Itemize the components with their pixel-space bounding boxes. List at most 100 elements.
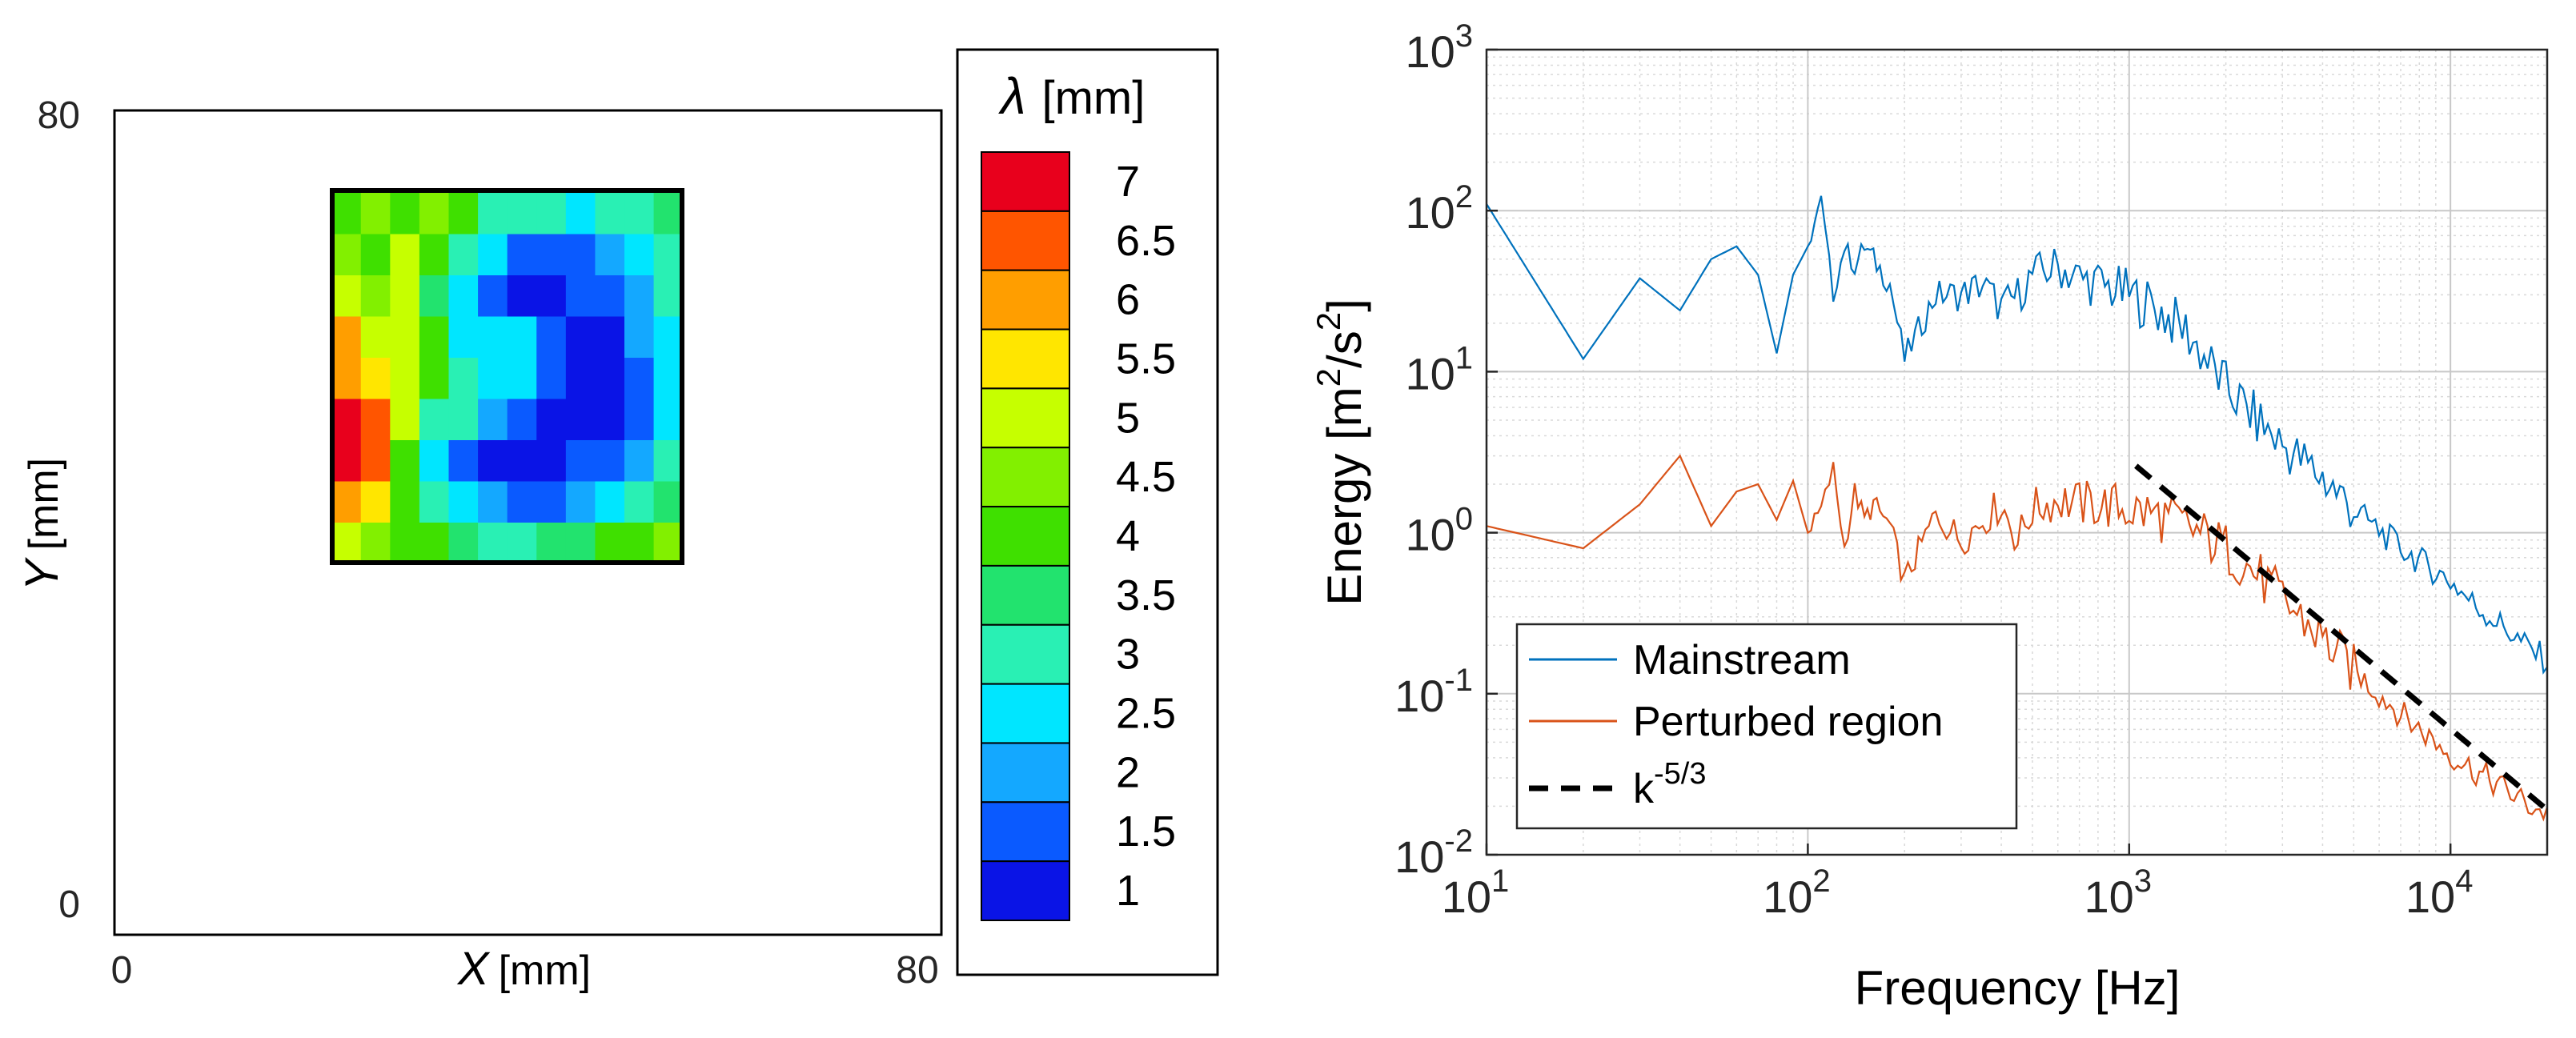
contour-cell	[331, 275, 362, 318]
contour-cell	[624, 193, 655, 235]
colorbar-symbol: λ	[998, 67, 1026, 125]
contour-cell	[478, 316, 508, 359]
colorbar-tick-label: 1.5	[1116, 808, 1176, 856]
x-tick-0: 0	[111, 949, 133, 992]
contour-cell	[478, 234, 508, 276]
contour-cell	[624, 234, 655, 276]
y-tick-label: 102	[1405, 179, 1473, 238]
legend-k-base: k	[1633, 766, 1655, 812]
ylabel-sup-2: 2	[1310, 312, 1347, 331]
contour-cell	[507, 440, 537, 483]
contour-cell	[595, 316, 625, 359]
y-tick-80: 80	[38, 94, 80, 137]
contour-cell	[448, 358, 479, 400]
contour-cell	[331, 193, 362, 235]
measurement-region-frame	[330, 188, 684, 565]
contour-cell	[565, 440, 596, 483]
contour-cell	[507, 481, 537, 523]
contour-cell	[390, 440, 420, 483]
contour-cell	[595, 193, 625, 235]
contour-cell	[595, 523, 625, 565]
contour-cell	[360, 193, 391, 235]
legend-label-k-slope: k-5/3	[1633, 757, 1706, 812]
contour-cell	[331, 440, 362, 483]
y-tick-label: 100	[1405, 502, 1473, 560]
contour-cell	[624, 523, 655, 565]
contour-cell	[360, 358, 391, 400]
contour-cell	[595, 481, 625, 523]
y-axis-unit: [mm]	[21, 458, 67, 551]
colorbar-tick-label: 2	[1116, 748, 1140, 796]
colorbar-swatch	[981, 742, 1070, 804]
legend-label-mainstream: Mainstream	[1633, 637, 1851, 683]
y-tick-label: 10-1	[1394, 663, 1473, 721]
colorbar-tick-label: 1	[1116, 867, 1140, 915]
contour-cell	[507, 275, 537, 318]
colorbar-tick-label: 5	[1116, 394, 1140, 442]
x-tick-label: 101	[1442, 864, 1510, 922]
contour-cell	[507, 523, 537, 565]
contour-cell	[507, 399, 537, 441]
contour-cell	[624, 316, 655, 359]
contour-cell	[536, 193, 567, 235]
contour-cell	[595, 358, 625, 400]
contour-cell	[331, 358, 362, 400]
contour-cell	[653, 316, 684, 359]
colorbar-title: λ [mm]	[998, 67, 1145, 125]
contour-cell	[448, 523, 479, 565]
contour-cell	[360, 399, 391, 441]
contour-cell	[478, 358, 508, 400]
contour-cell	[390, 316, 420, 359]
y-tick-label: 10-2	[1394, 824, 1473, 882]
spectrum-axes-frame	[1485, 48, 2549, 856]
contour-cell	[390, 234, 420, 276]
contour-cell	[536, 523, 567, 565]
contour-cell	[448, 275, 479, 318]
colorbar-tick-label: 4	[1116, 512, 1140, 560]
contour-cell	[536, 234, 567, 276]
contour-cell	[653, 358, 684, 400]
contour-cell	[419, 523, 450, 565]
contour-cell	[419, 440, 450, 483]
x-axis-symbol: X	[456, 943, 491, 995]
contour-cell	[419, 399, 450, 441]
contour-cell	[390, 275, 420, 318]
colorbar-swatch	[981, 328, 1070, 390]
contour-cell	[390, 399, 420, 441]
x-tick-label: 104	[2405, 864, 2474, 922]
contour-cell	[595, 399, 625, 441]
colorbar-swatches	[981, 151, 1070, 921]
contour-cell	[507, 234, 537, 276]
series-line-perturbed-region	[1486, 454, 2549, 822]
contour-cell	[565, 193, 596, 235]
y-tick-0: 0	[58, 884, 80, 926]
contour-cell	[448, 316, 479, 359]
contour-cell	[565, 358, 596, 400]
contour-cell	[448, 481, 479, 523]
ylabel-part-2: /s	[1318, 331, 1371, 368]
contour-cell	[624, 399, 655, 441]
spectrum-panel: 101 102 103 104 10-2 10-1 100 101 102 103 Frequen…	[1310, 18, 2550, 1015]
colorbar-swatch	[981, 860, 1070, 921]
contour-cell	[536, 481, 567, 523]
contour-cell	[390, 193, 420, 235]
contour-cell	[419, 316, 450, 359]
contour-cell	[360, 275, 391, 318]
contour-cell	[448, 440, 479, 483]
contour-cell	[536, 275, 567, 318]
colorbar-tick-label: 6.5	[1116, 217, 1176, 265]
contour-field	[331, 193, 684, 565]
contour-cell	[448, 234, 479, 276]
contour-cell	[478, 440, 508, 483]
contour-cell	[331, 523, 362, 565]
colorbar-tick-label: 6	[1116, 276, 1140, 324]
contour-cell	[360, 523, 391, 565]
contour-cell	[565, 275, 596, 318]
colorbar-swatch	[981, 387, 1070, 449]
contour-cell	[390, 523, 420, 565]
contour-cell	[653, 193, 684, 235]
colorbar-swatch	[981, 801, 1070, 863]
contour-cell	[360, 481, 391, 523]
contour-cell	[331, 481, 362, 523]
colorbar-tick-label: 3	[1116, 631, 1140, 679]
